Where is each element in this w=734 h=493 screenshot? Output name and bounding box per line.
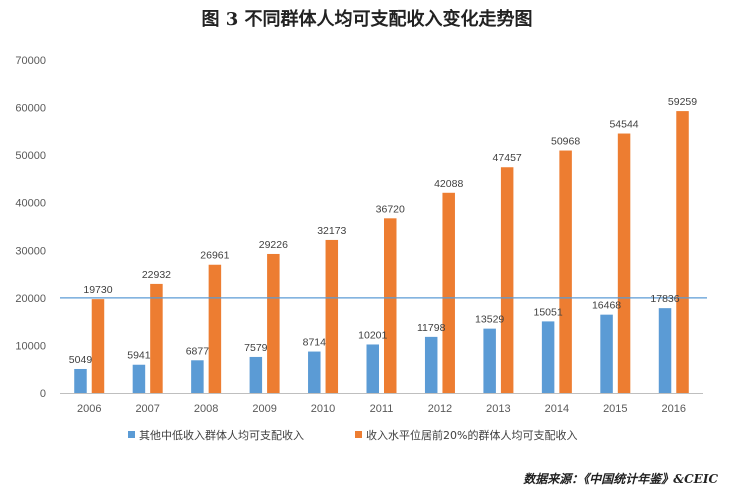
x-tick-label: 2015 bbox=[603, 403, 627, 415]
data-label: 8714 bbox=[303, 337, 327, 349]
data-label: 42088 bbox=[434, 178, 463, 190]
data-label: 47457 bbox=[493, 152, 522, 164]
data-label: 19730 bbox=[83, 284, 112, 296]
bar-top-20-percent bbox=[676, 111, 689, 394]
data-label: 15051 bbox=[534, 306, 563, 318]
x-tick-label: 2011 bbox=[370, 403, 394, 415]
x-tick-label: 2010 bbox=[311, 403, 335, 415]
data-label: 5049 bbox=[69, 354, 93, 366]
y-tick-label: 40000 bbox=[15, 198, 46, 210]
bar-top-20-percent bbox=[150, 283, 163, 393]
data-label: 17836 bbox=[650, 293, 679, 305]
y-tick-label: 70000 bbox=[15, 55, 46, 67]
data-label: 13529 bbox=[475, 314, 504, 326]
legend-label: 其他中低收入群体人均可支配收入 bbox=[139, 428, 304, 442]
data-label: 32173 bbox=[317, 225, 346, 237]
bar-low-income bbox=[483, 328, 496, 393]
bar-top-20-percent bbox=[384, 218, 397, 393]
bar-low-income bbox=[658, 308, 672, 393]
data-label: 29226 bbox=[259, 239, 288, 251]
bar-low-income bbox=[308, 351, 321, 393]
y-tick-label: 30000 bbox=[15, 245, 46, 257]
x-tick-label: 2016 bbox=[662, 403, 686, 415]
data-label: 16468 bbox=[592, 300, 621, 312]
bar-top-20-percent bbox=[208, 264, 222, 393]
y-tick-label: 60000 bbox=[15, 103, 46, 115]
bar-low-income bbox=[74, 368, 87, 393]
legend-swatch bbox=[128, 431, 135, 438]
x-tick-label: 2014 bbox=[545, 403, 569, 415]
x-tick-label: 2013 bbox=[486, 403, 510, 415]
data-labels: 5049 19730 5941 22932 6877 26961 7579 29226 8714… bbox=[69, 96, 697, 366]
source-note: 数据来源：《中国统计年鉴》&CEIC bbox=[523, 472, 718, 486]
data-label: 10201 bbox=[358, 329, 387, 341]
data-label: 50968 bbox=[551, 136, 580, 148]
x-tick-label: 2008 bbox=[194, 403, 218, 415]
x-tick-label: 2012 bbox=[428, 403, 452, 415]
x-tick-label: 2006 bbox=[77, 403, 101, 415]
bar-low-income bbox=[424, 336, 438, 393]
bars bbox=[74, 111, 689, 394]
bar-low-income bbox=[132, 364, 146, 393]
y-tick-label: 20000 bbox=[15, 293, 46, 305]
data-label: 5941 bbox=[127, 350, 151, 362]
x-axis: 2006 2007 2008 2009 2010 2011 2012 2013 2014 2015… bbox=[77, 403, 686, 415]
data-label: 54544 bbox=[609, 119, 638, 131]
x-tick-label: 2009 bbox=[252, 403, 276, 415]
data-label: 22932 bbox=[142, 269, 171, 281]
y-tick-label: 0 bbox=[40, 388, 46, 400]
data-label: 7579 bbox=[244, 342, 268, 354]
bar-low-income bbox=[191, 360, 204, 393]
bar-top-20-percent bbox=[442, 192, 455, 393]
y-tick-label: 10000 bbox=[15, 340, 46, 352]
chart-title: 图 3 不同群体人均可支配收入变化走势图 bbox=[201, 8, 532, 30]
bar-low-income bbox=[249, 356, 263, 393]
x-tick-label: 2007 bbox=[135, 403, 159, 415]
bar-top-20-percent bbox=[617, 133, 631, 393]
bar-top-20-percent bbox=[267, 253, 280, 393]
bar-low-income bbox=[541, 321, 555, 393]
legend: 其他中低收入群体人均可支配收入 收入水平位居前20%的群体人均可支配收入 bbox=[128, 428, 577, 442]
bar-low-income bbox=[366, 344, 379, 393]
bar-top-20-percent bbox=[91, 299, 105, 393]
legend-swatch bbox=[355, 431, 362, 438]
bar-top-20-percent bbox=[500, 167, 514, 393]
bar-top-20-percent bbox=[559, 150, 572, 393]
bar-top-20-percent bbox=[325, 239, 339, 393]
data-label: 6877 bbox=[186, 345, 210, 357]
y-axis: 0 10000 20000 30000 40000 50000 60000 70000 bbox=[15, 55, 46, 400]
data-label: 36720 bbox=[376, 203, 405, 215]
y-tick-label: 50000 bbox=[15, 150, 46, 162]
legend-label: 收入水平位居前20%的群体人均可支配收入 bbox=[366, 428, 577, 442]
data-label: 26961 bbox=[200, 250, 229, 262]
data-label: 11798 bbox=[417, 322, 446, 334]
data-label: 59259 bbox=[668, 96, 697, 108]
bar-low-income bbox=[600, 314, 613, 393]
